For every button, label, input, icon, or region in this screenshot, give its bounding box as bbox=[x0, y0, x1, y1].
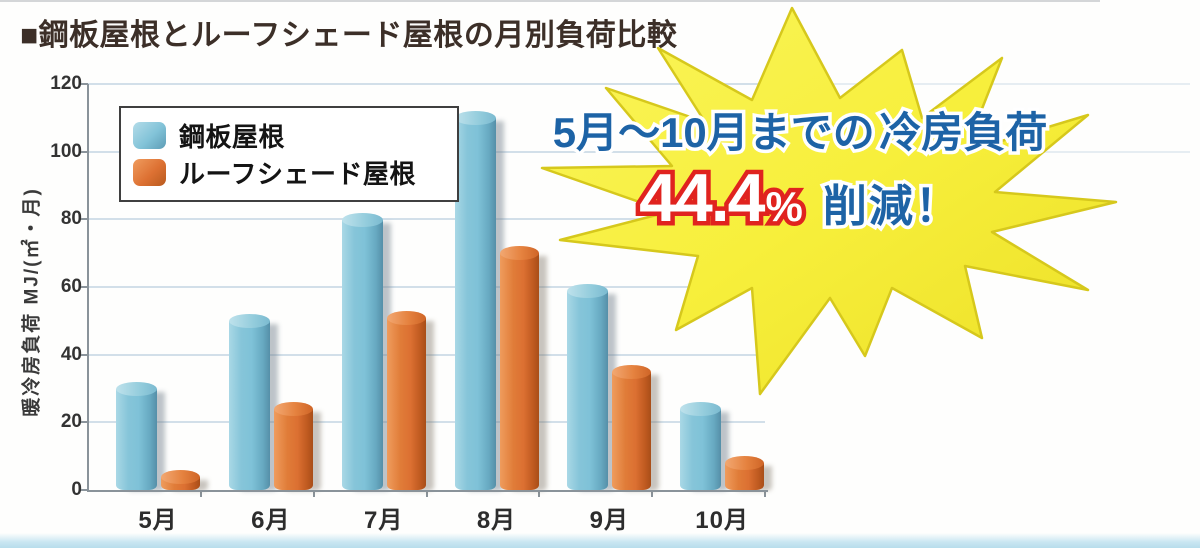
callout-line1-outline: 5月～10月までの bbox=[549, 106, 878, 160]
callout-suffix: 削減！ 削減！ bbox=[819, 179, 962, 235]
y-tick-mark-60 bbox=[81, 286, 88, 288]
legend-swatch-roofshade-roof-icon bbox=[133, 159, 166, 186]
bar-ルーフシェード屋根-10月 bbox=[725, 456, 765, 490]
x-tick-mark-3 bbox=[425, 490, 428, 497]
y-axis-line bbox=[87, 84, 89, 492]
y-tick-label-60: 60 bbox=[60, 276, 82, 297]
x-category-label-8月: 8月 bbox=[476, 507, 517, 534]
callout-percent-sign: %% bbox=[761, 181, 807, 232]
gridline-80 bbox=[88, 218, 765, 221]
x-tick-mark-1 bbox=[199, 490, 202, 497]
legend-item-roofshade-roof: ルーフシェード屋根 bbox=[133, 154, 445, 191]
bar-鋼板屋根-10月 bbox=[680, 402, 722, 490]
callout-line1: 5月～10月までの 5月～10月までの bbox=[549, 106, 878, 160]
gridline-40 bbox=[88, 353, 765, 356]
y-tick-mark-0 bbox=[81, 489, 88, 491]
x-category-label-5月: 5月 bbox=[138, 507, 178, 534]
callout-line2: 冷房負荷 冷房負荷 bbox=[876, 106, 1051, 160]
y-tick-label-120: 120 bbox=[50, 73, 82, 94]
gridline-20 bbox=[88, 421, 765, 424]
y-tick-label-80: 80 bbox=[60, 208, 82, 230]
y-tick-label-20: 20 bbox=[60, 411, 82, 433]
legend-label-steel-roof: 鋼板屋根 bbox=[179, 122, 286, 152]
x-category-label-10月: 10月 bbox=[695, 507, 749, 534]
y-tick-mark-120 bbox=[81, 83, 88, 85]
callout-line3: 44.4 44.4 %% 削減！ 削減！ bbox=[545, 160, 1055, 237]
page-title: ■鋼板屋根とルーフシェード屋根の月別負荷比較 bbox=[20, 19, 678, 52]
bar-鋼板屋根-8月 bbox=[454, 111, 496, 490]
starburst-icon bbox=[540, 6, 1118, 396]
legend-label-roofshade-roof: ルーフシェード屋根 bbox=[179, 159, 416, 189]
legend-item-steel-roof: 鋼板屋根 bbox=[133, 117, 445, 154]
callout-value: 44.4 44.4 bbox=[635, 160, 770, 237]
bar-鋼板屋根-5月 bbox=[116, 381, 157, 490]
bar-ルーフシェード屋根-9月 bbox=[612, 364, 652, 490]
callout-line1-text: 5月～10月までの bbox=[552, 109, 875, 156]
bar-鋼板屋根-6月 bbox=[228, 314, 270, 490]
y-tick-mark-20 bbox=[81, 421, 88, 424]
y-tick-mark-80 bbox=[81, 218, 88, 221]
bar-ルーフシェード屋根-7月 bbox=[386, 310, 426, 490]
plot-area bbox=[88, 83, 765, 490]
bar-鋼板屋根-7月 bbox=[341, 212, 383, 490]
x-category-label-9月: 9月 bbox=[589, 507, 629, 534]
legend-swatch-steel-roof-icon bbox=[133, 122, 166, 149]
y-tick-mark-40 bbox=[81, 353, 88, 356]
bar-鋼板屋根-9月 bbox=[567, 283, 609, 490]
bar-ルーフシェード屋根-5月 bbox=[161, 469, 200, 490]
bar-ルーフシェード屋根-8月 bbox=[499, 246, 539, 490]
y-tick-mark-100 bbox=[81, 150, 88, 153]
x-category-label-7月: 7月 bbox=[363, 507, 404, 534]
y-tick-label-100: 100 bbox=[50, 140, 82, 162]
callout-line2-text: 冷房負荷 bbox=[879, 109, 1048, 156]
callout-line2-outline: 冷房負荷 bbox=[876, 106, 1051, 160]
starburst-shape bbox=[540, 6, 1118, 396]
callout: 5月～10月までの 5月～10月までの 冷房負荷 冷房負荷 44.4 44.4 %% … bbox=[545, 106, 1055, 237]
x-tick-mark-4 bbox=[538, 490, 541, 497]
x-tick-mark-2 bbox=[312, 490, 315, 497]
x-tick-mark-5 bbox=[651, 490, 654, 497]
scan-edge-line bbox=[0, 0, 1100, 2]
bar-ルーフシェード屋根-6月 bbox=[273, 402, 313, 490]
gridline-120 bbox=[88, 83, 765, 85]
y-tick-label-0: 0 bbox=[71, 479, 82, 500]
y-tick-label-40: 40 bbox=[60, 343, 82, 365]
x-category-label-6月: 6月 bbox=[251, 507, 291, 534]
x-tick-mark-6 bbox=[764, 490, 766, 497]
x-axis-line bbox=[87, 490, 768, 492]
bottom-scan-band bbox=[0, 533, 1200, 548]
gridline-60 bbox=[88, 286, 765, 288]
legend: 鋼板屋根 ルーフシェード屋根 bbox=[119, 106, 459, 202]
